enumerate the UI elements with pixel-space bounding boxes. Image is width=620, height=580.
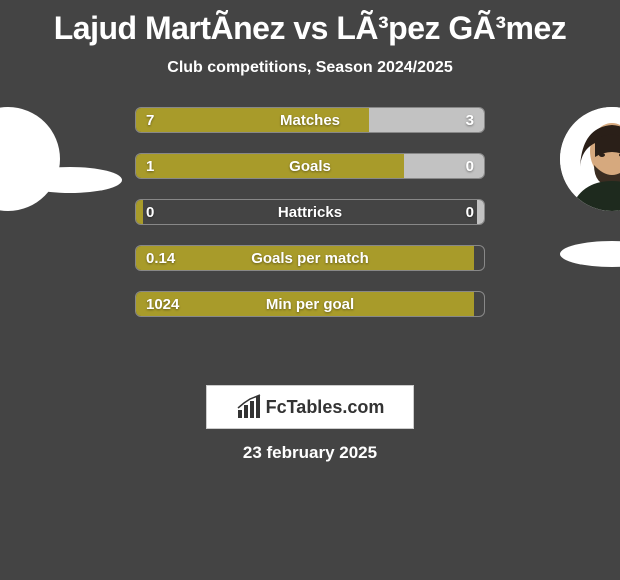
player-right-avatar [560,107,620,211]
player-left-placeholder [18,167,122,193]
stat-label: Hattricks [136,200,484,224]
stat-bars: 73Matches 10Goals 00Hattricks 0.14Goals per… [135,107,485,337]
footer-logo-text: FcTables.com [266,397,385,418]
stat-row: 10Goals [135,153,485,179]
stat-label: Goals [136,154,484,178]
stat-label: Goals per match [136,246,484,270]
footer-date: 23 february 2025 [0,443,620,463]
comparison-area: 73Matches 10Goals 00Hattricks 0.14Goals per… [0,107,620,367]
stat-row: 1024Min per goal [135,291,485,317]
player-right-placeholder [560,241,620,267]
stat-row: 73Matches [135,107,485,133]
page-subtitle: Club competitions, Season 2024/2025 [0,59,620,77]
player-right-avatar-image [560,107,620,211]
stat-row: 00Hattricks [135,199,485,225]
stat-label: Min per goal [136,292,484,316]
stat-label: Matches [136,108,484,132]
player-left-avatar [0,107,60,211]
page-title: Lajud MartÃ­nez vs LÃ³pez GÃ³mez [0,0,620,47]
stat-row: 0.14Goals per match [135,245,485,271]
chart-icon [236,394,262,420]
footer-logo: FcTables.com [206,385,414,429]
